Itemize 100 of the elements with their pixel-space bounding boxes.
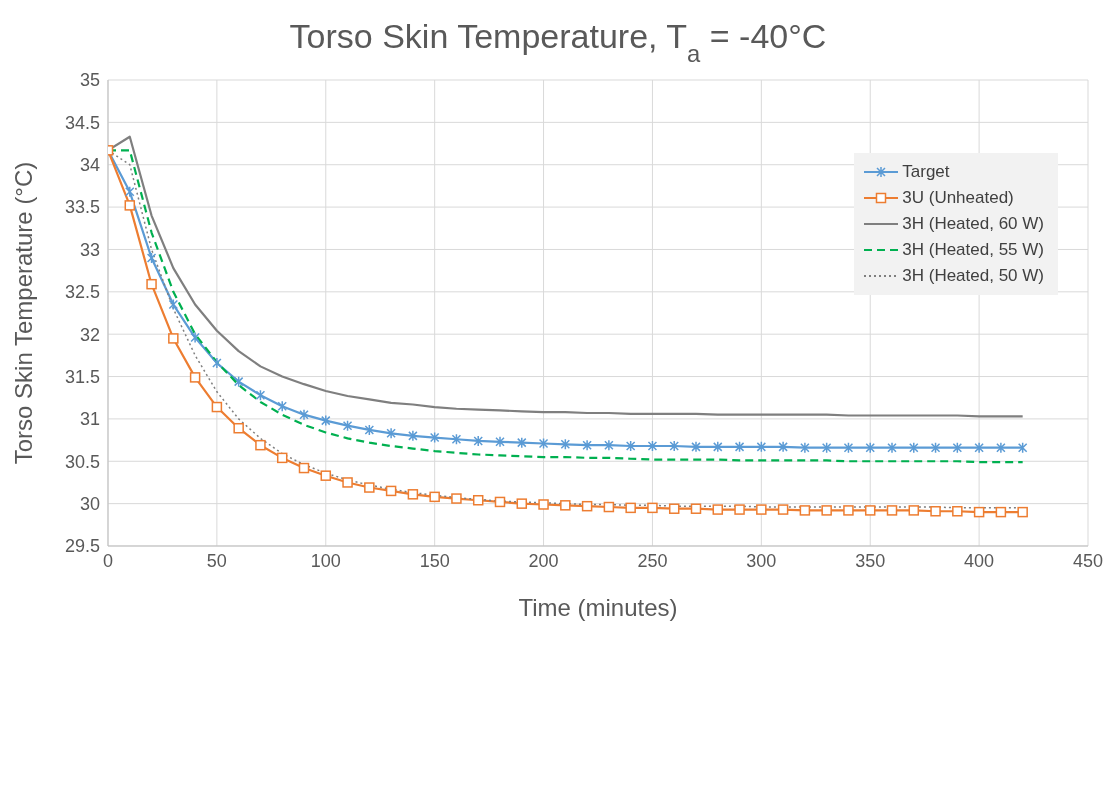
point (973, 506, 985, 518)
point (756, 504, 767, 515)
point (321, 414, 331, 427)
y-tick-label: 31 (79, 409, 100, 430)
point (995, 506, 1007, 518)
point (516, 498, 528, 509)
point (952, 441, 963, 454)
point (952, 506, 963, 517)
x-tick-label: 100 (310, 550, 341, 571)
point (342, 419, 353, 432)
point (974, 441, 984, 454)
point (691, 441, 701, 453)
point (821, 505, 832, 516)
point (909, 441, 919, 454)
y-tick-label: 29.5 (64, 536, 100, 557)
y-tick-label: 33.5 (64, 197, 100, 218)
point (299, 408, 309, 421)
point (604, 439, 614, 451)
point (799, 505, 811, 516)
y-tick-label: 32.5 (64, 282, 100, 303)
point (233, 375, 244, 388)
point (385, 485, 397, 497)
point (146, 252, 157, 264)
x-tick-label: 250 (637, 550, 668, 571)
point (212, 357, 222, 369)
point (189, 372, 201, 383)
point (864, 505, 876, 516)
y-tick-label: 34.5 (64, 112, 100, 133)
x-tick-label: 50 (206, 550, 227, 571)
y-tick-label: 32 (79, 324, 100, 345)
x-axis-title: Time (minutes) (518, 594, 678, 621)
point (756, 441, 767, 453)
point (495, 436, 505, 448)
point (255, 389, 266, 401)
point (800, 441, 810, 454)
point (1017, 506, 1028, 518)
point (1017, 441, 1028, 454)
point (625, 440, 636, 452)
point (386, 427, 396, 440)
point (821, 441, 832, 454)
point (865, 441, 875, 454)
point (277, 400, 287, 412)
point (690, 503, 702, 514)
legend-label: 3H (Heated, 60 W) (902, 214, 1044, 234)
x-tick-label: 200 (528, 550, 559, 571)
y-tick-label: 31.5 (64, 366, 100, 387)
point (843, 441, 854, 454)
point (320, 470, 332, 481)
point (560, 500, 571, 511)
point (124, 200, 136, 211)
point (364, 424, 375, 436)
x-tick-label: 450 (1072, 550, 1104, 571)
y-tick-label: 35 (79, 70, 100, 91)
y-tick-label: 30.5 (64, 451, 100, 472)
point (712, 504, 724, 515)
x-tick-label: 350 (855, 550, 886, 571)
x-tick-label: 400 (964, 550, 995, 571)
x-tick-label: 300 (746, 550, 777, 571)
point (668, 503, 680, 514)
point (843, 505, 854, 516)
point (996, 441, 1006, 454)
point (930, 506, 941, 517)
point (734, 504, 745, 515)
point (734, 441, 745, 453)
chart-title: Torso Skin Temperature, T$_{a}$ = -40°C (289, 17, 827, 67)
point (603, 501, 615, 513)
point (473, 435, 483, 447)
legend-label: 3U (Unheated) (902, 188, 1014, 208)
legend-label: 3H (Heated, 55 W) (902, 240, 1044, 260)
point (429, 431, 440, 444)
point (168, 298, 179, 311)
point (451, 433, 462, 445)
point (647, 440, 658, 452)
point (472, 495, 484, 506)
point (582, 439, 592, 451)
point (560, 438, 571, 451)
point (429, 491, 440, 503)
point (625, 502, 636, 514)
x-tick-label: 0 (102, 550, 114, 571)
point (887, 441, 897, 454)
point (364, 482, 375, 493)
point (408, 430, 418, 442)
point (255, 439, 266, 451)
point (407, 489, 419, 500)
point (211, 401, 223, 413)
y-tick-label: 33 (79, 239, 100, 260)
point (517, 436, 527, 449)
point (298, 462, 310, 474)
point (647, 502, 658, 514)
point (538, 437, 549, 450)
point (494, 496, 506, 508)
point (190, 331, 200, 344)
point (233, 422, 244, 434)
point (713, 441, 723, 453)
point (778, 441, 788, 453)
point (451, 493, 462, 504)
point (777, 504, 789, 515)
y-tick-label: 34 (79, 155, 100, 176)
y-axis-title: Torso Skin Temperature (°C) (9, 161, 37, 465)
point (342, 477, 353, 488)
